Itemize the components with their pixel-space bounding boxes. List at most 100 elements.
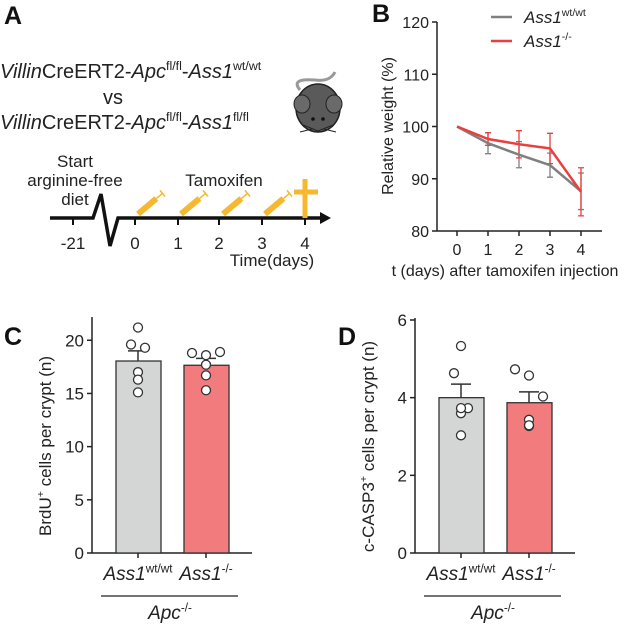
data-point [455, 430, 467, 441]
y-tick-label: 90 [411, 172, 429, 189]
category-label: Ass1wt/wt [425, 562, 496, 585]
syringe-plunger [240, 192, 248, 200]
text-segment: - [182, 112, 189, 134]
data-point [132, 374, 144, 385]
text-segment: cells per crypt (n) [36, 356, 55, 491]
y-tick-label: 0 [398, 544, 407, 563]
syringe-barrel [221, 196, 244, 217]
text-segment: c-CASP3 [359, 482, 378, 552]
data-point [186, 347, 198, 359]
text-segment: Ass1 [188, 112, 233, 134]
text-segment: + [35, 491, 47, 497]
data-point [200, 385, 212, 396]
y-tick-label: 15 [65, 384, 84, 403]
syringe-plunger [155, 192, 163, 200]
x-tick-label: 1 [484, 242, 493, 259]
syringe-icon [179, 189, 209, 217]
series-line [456, 125, 582, 193]
syringe-barrel [179, 196, 202, 217]
text-segment: -/- [222, 562, 233, 575]
timeline-tick-label: 1 [173, 234, 182, 253]
text-segment: Ass1 [501, 564, 544, 585]
y-tick-label: 80 [411, 224, 429, 241]
data-point [200, 370, 212, 381]
data-point [448, 368, 460, 379]
text-segment: wt/wt [468, 562, 497, 575]
tamoxifen-label: Tamoxifen [185, 171, 262, 190]
y-tick-label: 10 [65, 438, 84, 457]
syringe-plunger [159, 189, 166, 197]
text-segment: Ass1 [523, 8, 562, 27]
data-point [132, 322, 144, 333]
panel-b-weight-chart: 80 90 100 110 120 0 1 2 3 4 t (days) after tamoxif… [380, 7, 618, 280]
text-segment: Villin [0, 61, 42, 83]
syringe-barrel [136, 196, 159, 217]
timeline-tick-label: 3 [257, 234, 266, 253]
group-label: Apc-/- [470, 601, 515, 624]
data-point [523, 370, 535, 381]
text-segment: CreERT2- [42, 112, 132, 134]
syringe-plunger [282, 192, 290, 200]
timeline-tick-label: -21 [61, 234, 86, 253]
mouse-whiskers [299, 124, 337, 133]
x-axis-label: t (days) after tamoxifen injection [392, 263, 619, 280]
y-tick-label: 5 [75, 491, 84, 510]
syringe-plunger [198, 192, 206, 200]
text-segment: Apc [470, 603, 504, 624]
text-segment: Ass1 [102, 564, 145, 585]
syringe-icon [136, 189, 166, 217]
mouse-icon [293, 71, 343, 133]
text-segment: -/- [504, 601, 515, 614]
diet-label: diet [61, 190, 89, 209]
syringe-plunger [244, 189, 251, 197]
text-segment: Ass1 [188, 61, 233, 83]
panel-label-c: C [4, 323, 22, 351]
sacrifice-cross-icon [294, 179, 318, 218]
data-point [214, 346, 226, 358]
text-segment: -/- [562, 31, 572, 43]
text-segment: fl/fl [166, 59, 182, 73]
text-segment: fl/fl [166, 110, 182, 124]
y-tick-label: 110 [403, 67, 429, 84]
timeline-axis-label: Time(days) [230, 251, 314, 270]
syringe-icon [263, 189, 293, 217]
category-label: Ass1-/- [501, 562, 555, 585]
syringe-plunger [286, 189, 293, 197]
text-segment: -/- [545, 562, 556, 575]
x-tick-label: 3 [546, 242, 555, 259]
x-tick-label: 0 [453, 242, 462, 259]
timeline-tick-label: 2 [214, 234, 223, 253]
syringe-icon [221, 189, 251, 217]
text-segment: cells per crypt (n) [359, 341, 378, 476]
mouse-ear [325, 94, 343, 114]
text-segment: Ass1 [523, 32, 562, 51]
text-segment: Ass1 [178, 564, 221, 585]
data-point [125, 339, 137, 350]
y-tick-label: 2 [398, 466, 407, 485]
data-point [509, 364, 521, 375]
y-tick-label: 0 [75, 544, 84, 563]
text-segment: BrdU [36, 497, 55, 536]
diet-label: Start [57, 152, 93, 171]
y-tick-label: 6 [398, 311, 407, 330]
series-line [456, 125, 583, 193]
x-tick-label: 4 [577, 242, 586, 259]
text-segment: fl/fl [233, 110, 249, 124]
category-label: Ass1wt/wt [102, 562, 173, 585]
legend-label: Ass1-/- [523, 31, 572, 51]
diet-label: arginine-free [27, 171, 122, 190]
y-axis-label: BrdU+ cells per crypt (n) [35, 356, 55, 536]
panel-a-schematic: VillinCreERT2-Apcfl/fl-Ass1wt/wtvsVillin… [0, 59, 343, 270]
versus-label: vs [103, 87, 123, 109]
data-point [132, 387, 144, 398]
text-segment: wt/wt [561, 7, 586, 19]
genotype-label-knockout: VillinCreERT2-Apcfl/fl-Ass1fl/fl [0, 110, 249, 134]
text-segment: + [358, 476, 370, 482]
mouse-tail [295, 71, 337, 91]
legend-label: Ass1wt/wt [523, 7, 586, 27]
y-tick-label: 120 [402, 15, 429, 32]
timeline-arrow-icon [320, 212, 331, 224]
